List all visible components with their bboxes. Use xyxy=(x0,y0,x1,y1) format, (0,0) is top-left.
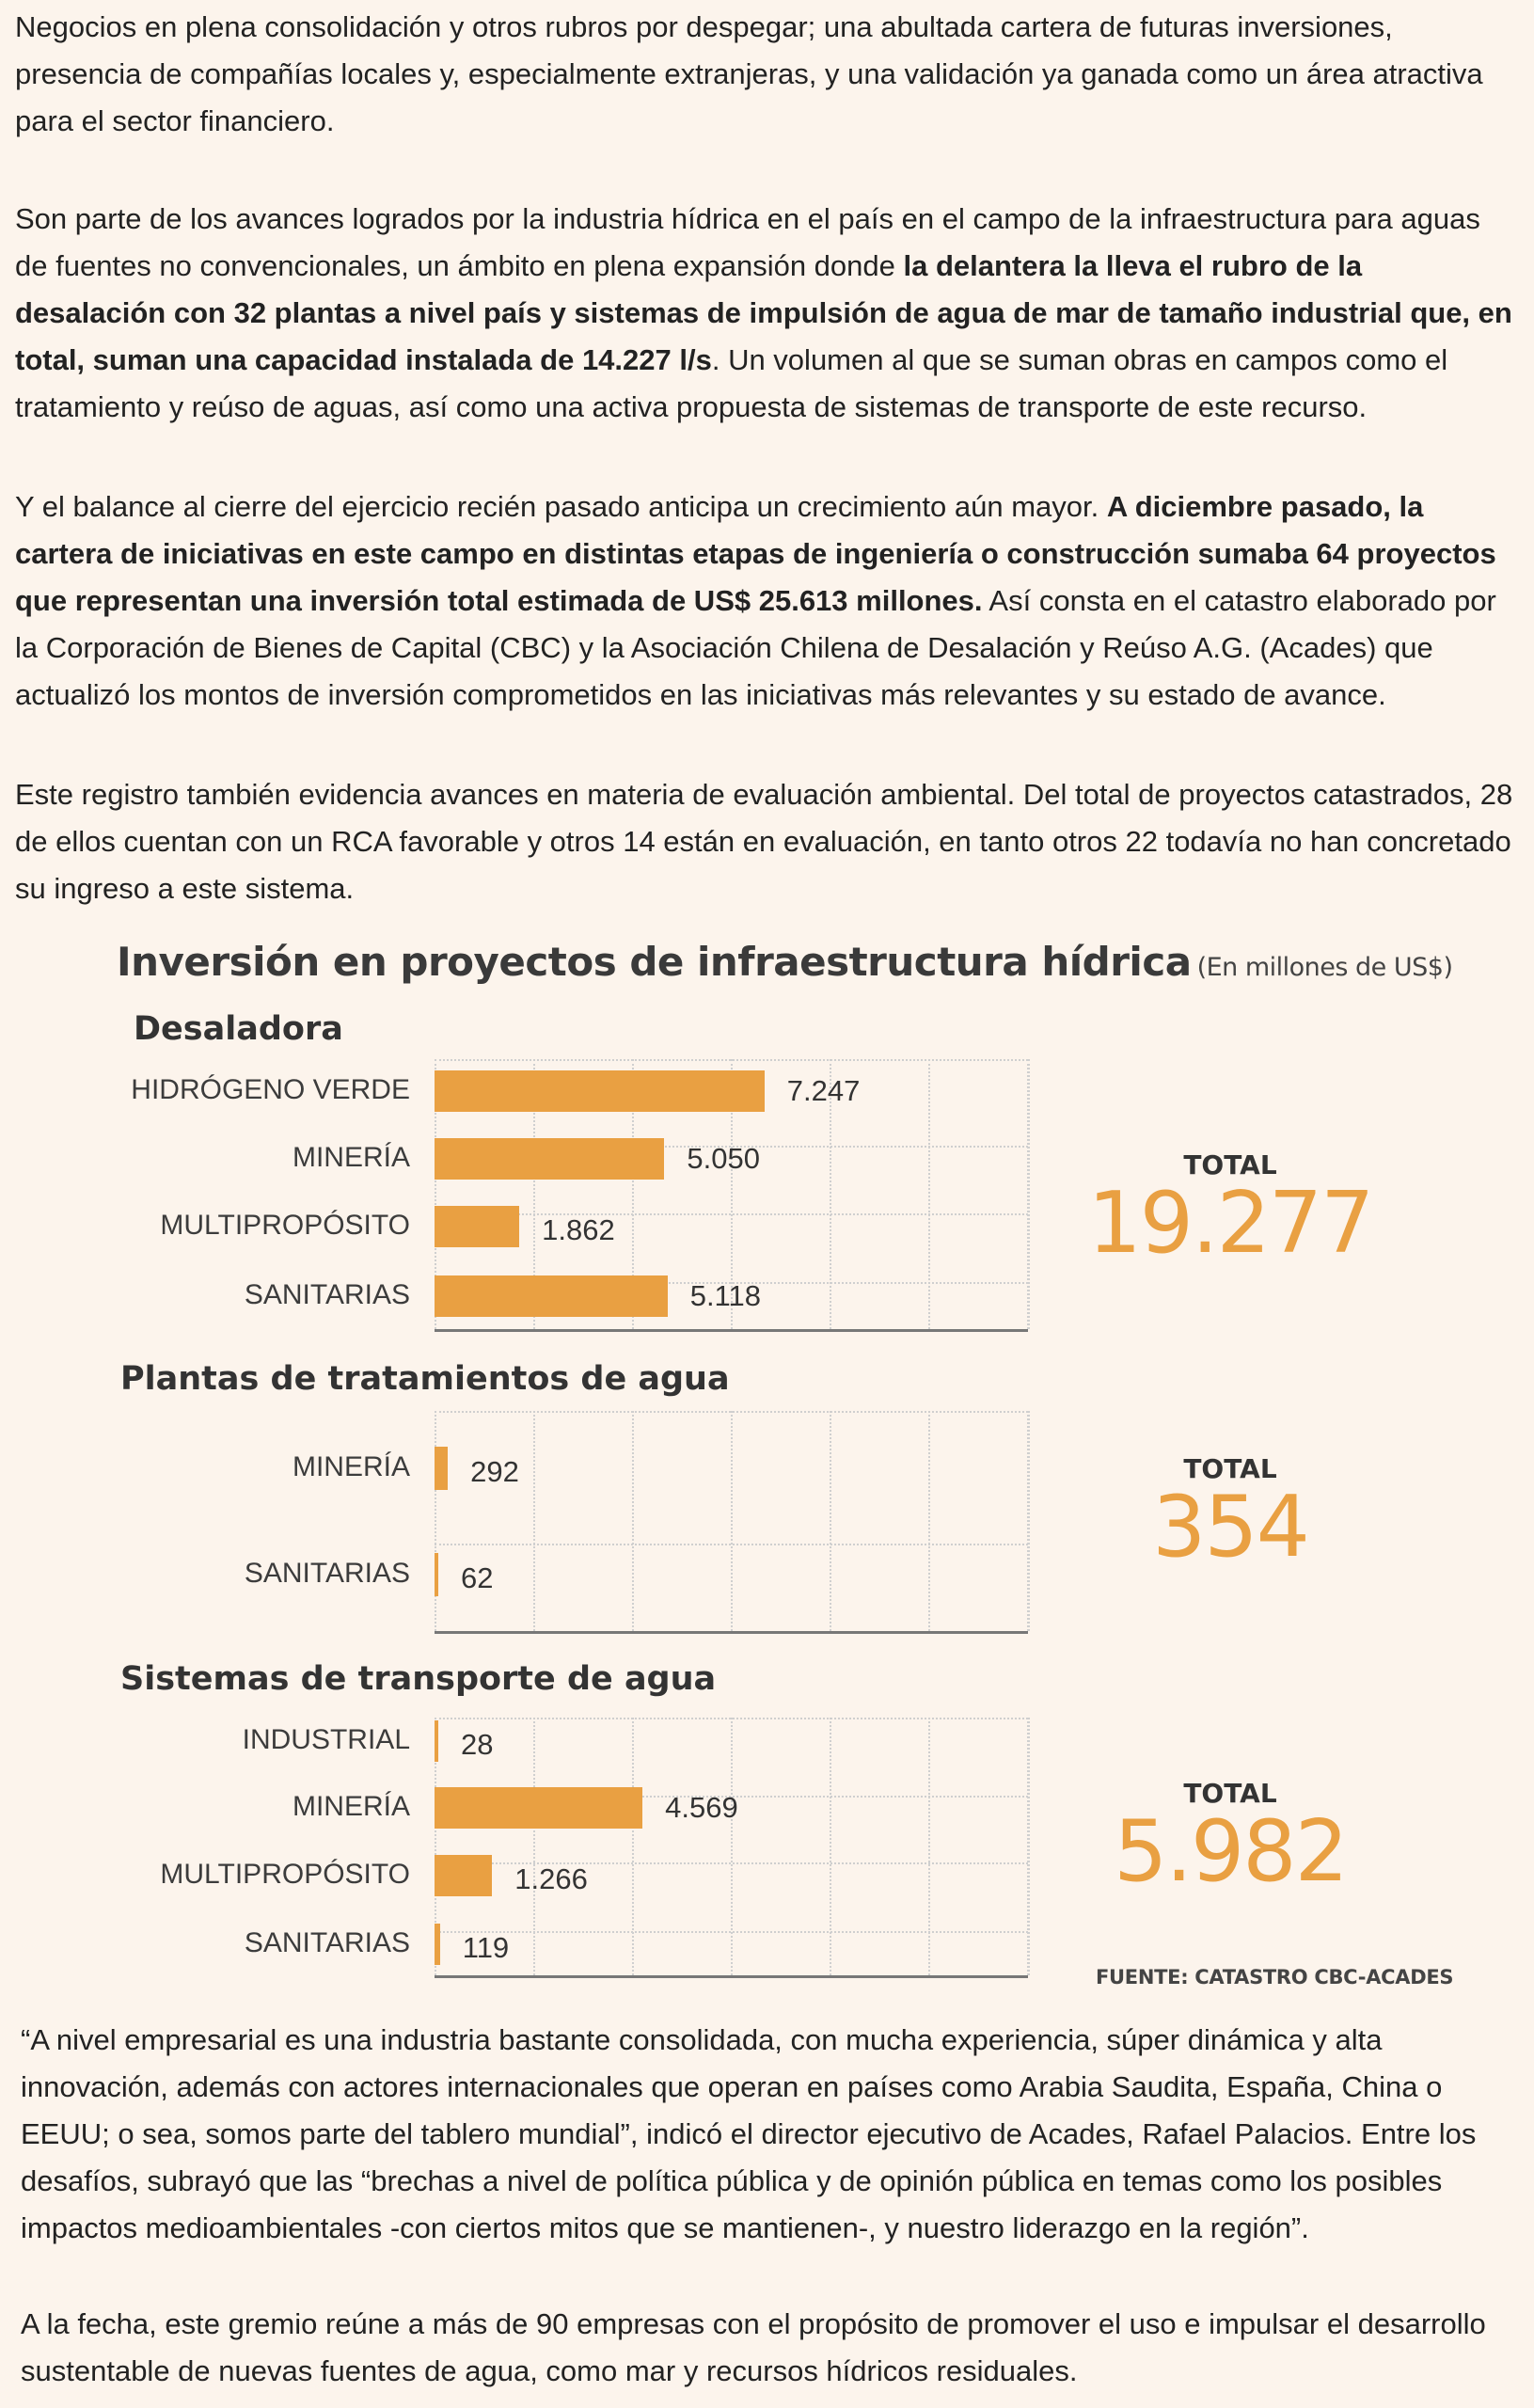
grid-line-vertical xyxy=(632,1059,634,1329)
grid-line-horizontal xyxy=(435,1718,1028,1719)
data-label: 28 xyxy=(461,1728,494,1761)
grid-line-vertical xyxy=(928,1411,930,1631)
grid-line-vertical xyxy=(731,1059,733,1329)
chart-source: FUENTE: CATASTRO CBC-ACADES xyxy=(1096,1966,1454,1988)
axis-baseline xyxy=(435,1975,1028,1978)
paragraph-3-bold: A diciembre pasado, la cartera de inicia… xyxy=(15,490,1496,617)
category-label: HIDRÓGENO VERDE xyxy=(131,1074,410,1105)
paragraph-2-text-c: . Un volumen al que se suman obras en ca… xyxy=(15,343,1448,423)
total-label: TOTAL xyxy=(1183,1453,1277,1484)
article-paragraph-2: Son parte de los avances logrados por la… xyxy=(15,196,1520,431)
category-label: SANITARIAS xyxy=(244,1927,410,1958)
grid-line-vertical xyxy=(533,1411,535,1631)
bar xyxy=(435,1720,438,1762)
grid-line-vertical xyxy=(830,1059,831,1329)
category-label: INDUSTRIAL xyxy=(242,1724,410,1755)
grid-line-vertical xyxy=(533,1718,535,1975)
section-title: Plantas de tratamientos de agua xyxy=(120,1360,730,1398)
grid-line-vertical xyxy=(731,1718,733,1975)
grid-line-vertical xyxy=(1028,1411,1030,1631)
grid-line-horizontal xyxy=(435,1930,1028,1933)
grid-line-horizontal xyxy=(435,1543,1028,1545)
grid-line-horizontal xyxy=(435,1411,1028,1413)
grid-line-horizontal xyxy=(435,1146,1028,1148)
grid-line-vertical xyxy=(435,1718,436,1975)
bar xyxy=(435,1138,665,1180)
chart-title: Inversión en proyectos de infraestructur… xyxy=(117,939,1453,985)
data-label: 1.266 xyxy=(514,1862,588,1895)
article-paragraph-6: A la fecha, este gremio reúne a más de 9… xyxy=(21,2307,1486,2387)
grid-line-horizontal xyxy=(435,1282,1028,1284)
category-label: SANITARIAS xyxy=(244,1279,410,1310)
grid-line-vertical xyxy=(632,1718,634,1975)
total-label: TOTAL xyxy=(1183,1778,1277,1809)
grid-line-vertical xyxy=(731,1411,733,1631)
bar xyxy=(435,1206,520,1247)
category-label: MINERÍA xyxy=(292,1791,410,1822)
grid-line-vertical xyxy=(1028,1059,1030,1329)
total-value: 19.277 xyxy=(1087,1174,1375,1273)
bar xyxy=(435,1275,668,1317)
grid-line-vertical xyxy=(632,1411,634,1631)
bar xyxy=(435,1070,765,1112)
bar xyxy=(435,1447,449,1490)
grid-line-vertical xyxy=(830,1718,831,1975)
paragraph-2-text-a: Son parte de los avances logrados por la… xyxy=(15,202,1480,282)
bar xyxy=(435,1787,643,1829)
section-title: Sistemas de transporte de agua xyxy=(120,1660,717,1698)
grid-line-vertical xyxy=(1028,1718,1030,1975)
grid-line-horizontal xyxy=(435,1213,1028,1215)
grid-line-vertical xyxy=(435,1411,436,1631)
article-paragraph-3: Y el balance al cierre del ejercicio rec… xyxy=(15,483,1520,719)
data-label: 1.862 xyxy=(542,1213,615,1246)
chart-title-text: Inversión en proyectos de infraestructur… xyxy=(117,939,1192,985)
axis-baseline xyxy=(435,1631,1028,1634)
article-paragraph-5: “A nivel empresarial es una industria ba… xyxy=(21,2023,1477,2244)
paragraph-3-text-c: Así consta en el catastro elaborado por … xyxy=(15,584,1496,711)
bar xyxy=(435,1855,493,1896)
paragraph-3-text-a: Y el balance al cierre del ejercicio rec… xyxy=(15,490,1107,523)
paragraph-2-bold: la delantera la lleva el rubro de la des… xyxy=(15,249,1512,376)
category-label: MULTIPROPÓSITO xyxy=(160,1210,410,1241)
article-paragraph-4: Este registro también evidencia avances … xyxy=(15,778,1513,905)
section-title: Desaladora xyxy=(134,1010,343,1048)
bar xyxy=(435,1924,440,1965)
bar xyxy=(435,1553,438,1596)
article-paragraph-1: Negocios en plena consolidación y otros … xyxy=(15,10,1483,137)
total-label: TOTAL xyxy=(1183,1149,1277,1180)
data-label: 7.247 xyxy=(786,1074,861,1107)
category-label: SANITARIAS xyxy=(244,1558,410,1589)
grid-line-horizontal xyxy=(435,1862,1028,1864)
grid-line-horizontal xyxy=(435,1795,1028,1798)
grid-line-vertical xyxy=(830,1411,831,1631)
axis-baseline xyxy=(435,1329,1028,1332)
data-label: 292 xyxy=(470,1455,519,1488)
category-label: MINERÍA xyxy=(292,1142,410,1173)
grid-line-horizontal xyxy=(435,1059,1028,1061)
data-label: 119 xyxy=(462,1931,510,1964)
data-label: 5.050 xyxy=(687,1142,760,1175)
chart-unit: (En millones de US$) xyxy=(1196,953,1453,982)
data-label: 62 xyxy=(461,1561,494,1594)
total-value: 354 xyxy=(1152,1478,1310,1576)
grid-line-vertical xyxy=(928,1718,930,1975)
grid-line-vertical xyxy=(533,1059,535,1329)
total-value: 5.982 xyxy=(1114,1802,1349,1901)
data-label: 4.569 xyxy=(665,1791,738,1824)
data-label: 5.118 xyxy=(689,1279,761,1312)
grid-line-vertical xyxy=(928,1059,930,1329)
category-label: MINERÍA xyxy=(292,1451,410,1482)
category-label: MULTIPROPÓSITO xyxy=(160,1859,410,1890)
grid-line-vertical xyxy=(435,1059,436,1329)
